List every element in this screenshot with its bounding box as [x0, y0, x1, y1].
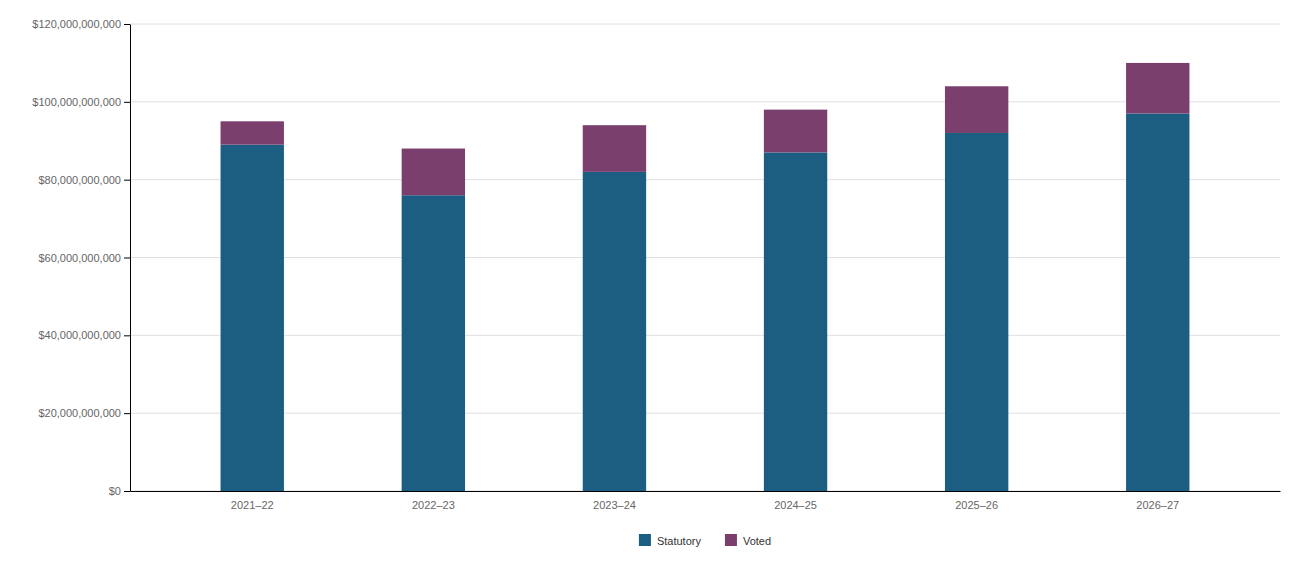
- y-tick-label: $0: [109, 485, 121, 497]
- bar: [764, 110, 827, 153]
- bar: [945, 86, 1008, 133]
- y-tick-mark: [124, 335, 130, 336]
- grid: [130, 24, 1280, 491]
- bar: [1126, 63, 1189, 114]
- x-tick-label: 2023–24: [593, 499, 636, 511]
- chart: 2021–22 2022–23 2023–24 2024–25 2025–26 2026–…: [0, 0, 1310, 571]
- legend-swatch: [725, 534, 737, 546]
- legend-label: Voted: [743, 535, 771, 547]
- y-tick-mark: [124, 180, 130, 181]
- y-tick-label: $100,000,000,000: [32, 96, 121, 108]
- x-tick: 2026–27: [1136, 491, 1179, 511]
- x-tick-label: 2026–27: [1136, 499, 1179, 511]
- y-tick-label: $40,000,000,000: [38, 329, 121, 341]
- y-tick: $80,000,000,000: [38, 174, 130, 186]
- grid-line: [130, 491, 1280, 492]
- x-tick-label: 2022–23: [412, 499, 455, 511]
- grid-line: [130, 101, 1280, 102]
- y-tick-label: $20,000,000,000: [38, 407, 121, 419]
- y-tick-mark: [124, 258, 130, 259]
- grid-line: [130, 24, 1280, 25]
- bar: [764, 152, 827, 491]
- x-axis-line: [131, 491, 1281, 492]
- x-tick: 2022–23: [412, 491, 455, 511]
- y-axis: $0 $20,000,000,000 $40,000,000,000 $60,000,…: [32, 18, 130, 497]
- bar: [402, 149, 465, 196]
- x-tick-label: 2025–26: [955, 499, 998, 511]
- y-axis-line: [130, 25, 131, 492]
- grid-line: [130, 413, 1280, 414]
- y-tick: $40,000,000,000: [38, 329, 130, 341]
- y-tick-label: $120,000,000,000: [32, 18, 121, 30]
- x-tick: 2023–24: [593, 491, 636, 511]
- legend-item: Voted: [725, 534, 771, 547]
- plot: 2021–22 2022–23 2023–24 2024–25 2025–26 2026–…: [32, 18, 1280, 511]
- legend-swatch: [639, 534, 651, 546]
- x-tick: 2021–22: [231, 491, 274, 511]
- x-tick-label: 2021–22: [231, 499, 274, 511]
- bar: [1126, 114, 1189, 491]
- grid-line: [130, 179, 1280, 180]
- x-tick: 2025–26: [955, 491, 998, 511]
- x-tick-label: 2024–25: [774, 499, 817, 511]
- legend-label: Statutory: [657, 535, 702, 547]
- y-tick: $100,000,000,000: [32, 96, 130, 108]
- bar: [402, 195, 465, 491]
- y-tick: $120,000,000,000: [32, 18, 130, 30]
- y-tick-label: $60,000,000,000: [38, 252, 121, 264]
- grid-line: [130, 335, 1280, 336]
- series: [221, 114, 1190, 491]
- y-tick: $20,000,000,000: [38, 407, 130, 419]
- legend-item: Statutory: [639, 534, 702, 547]
- x-tick: 2024–25: [774, 491, 817, 511]
- y-tick: $0: [109, 485, 130, 497]
- y-tick-mark: [124, 491, 130, 492]
- bar: [945, 133, 1008, 491]
- y-tick-mark: [124, 24, 130, 25]
- y-tick-mark: [124, 413, 130, 414]
- y-tick: $60,000,000,000: [38, 252, 130, 264]
- grid-line: [130, 257, 1280, 258]
- bar: [221, 121, 284, 144]
- bar: [583, 125, 646, 172]
- bars: [221, 63, 1190, 491]
- bar: [583, 172, 646, 491]
- legend: Statutory Voted: [639, 534, 771, 547]
- y-tick-label: $80,000,000,000: [38, 174, 121, 186]
- series: [221, 63, 1190, 195]
- y-tick-mark: [124, 102, 130, 103]
- x-axis: 2021–22 2022–23 2023–24 2024–25 2025–26 2026–…: [131, 491, 1281, 511]
- bar: [221, 145, 284, 491]
